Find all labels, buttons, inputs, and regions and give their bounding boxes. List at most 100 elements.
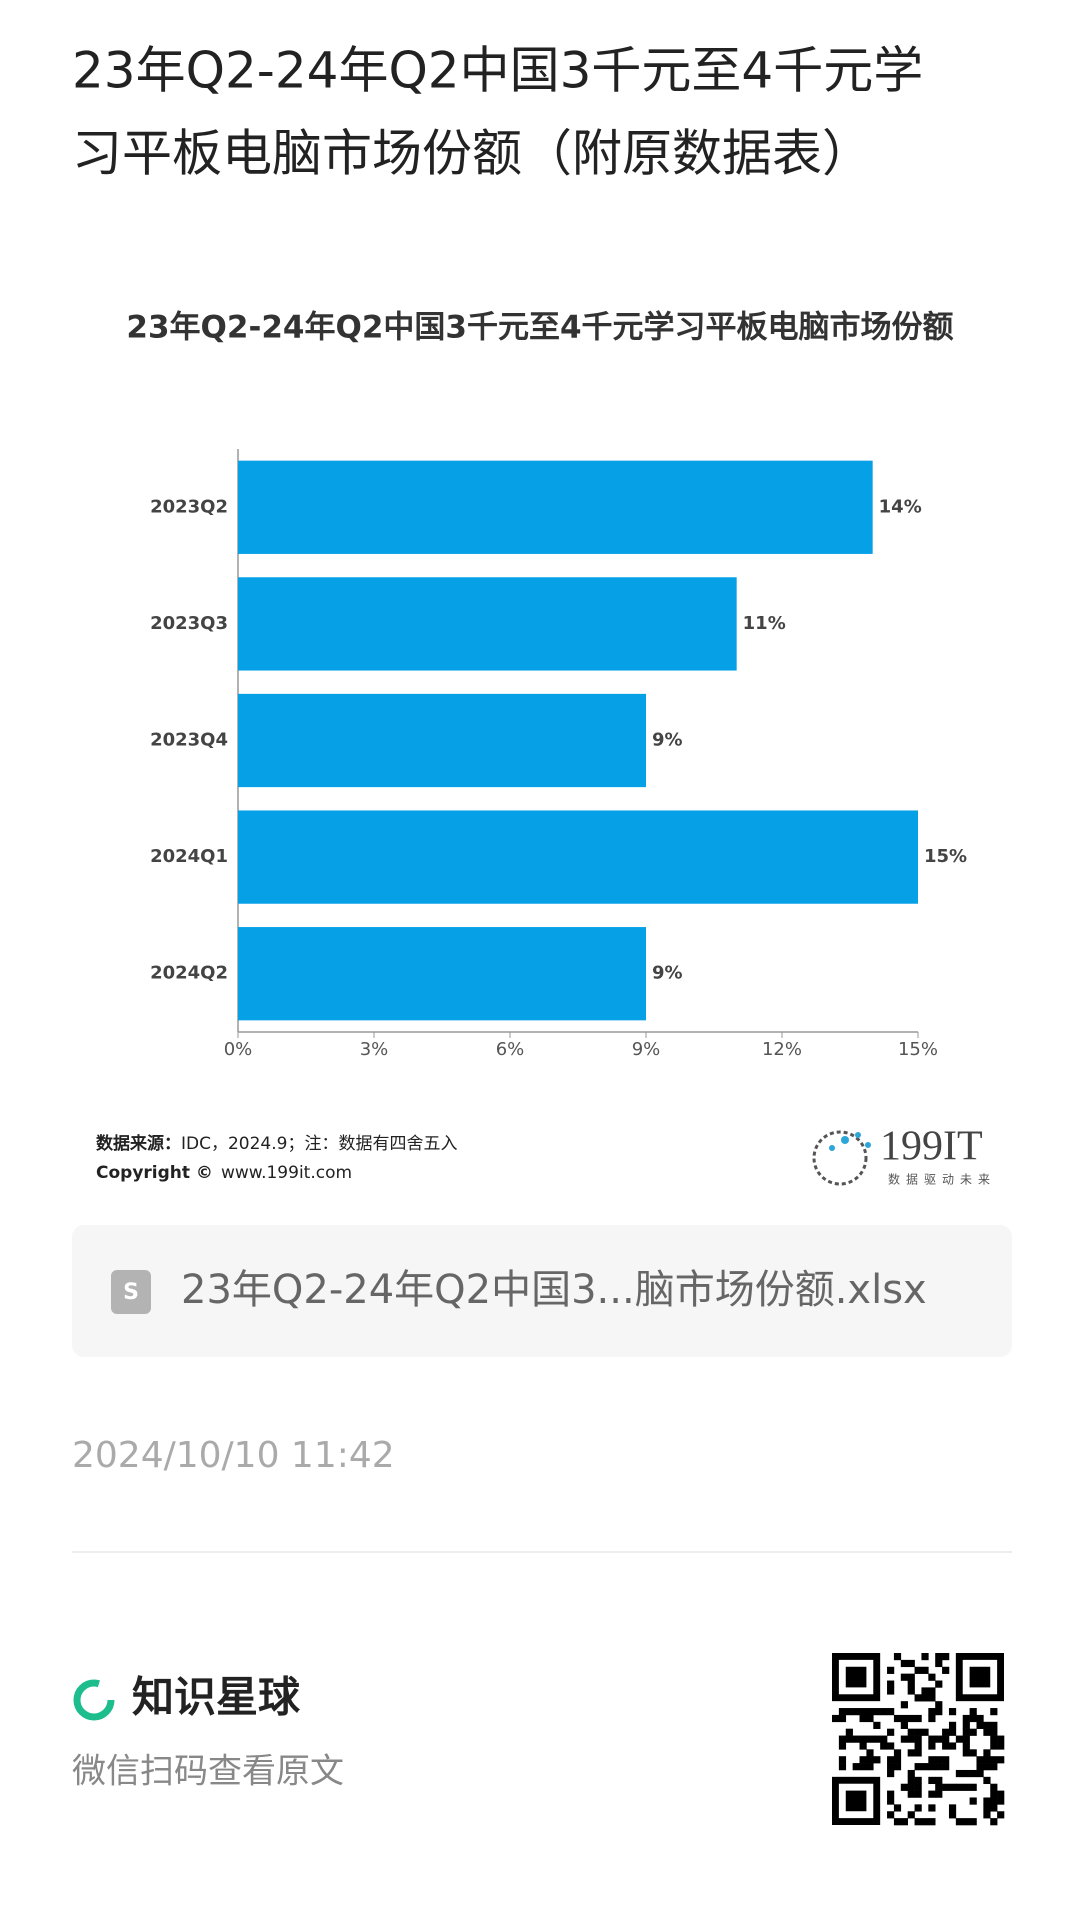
qr-module: [866, 1735, 874, 1743]
qr-module: [935, 1735, 943, 1743]
qr-module: [893, 1763, 902, 1771]
file-name[interactable]: 23年Q2-24年Q2中国3...脑市场份额.xlsx: [181, 1267, 927, 1313]
qr-module: [900, 1818, 908, 1826]
qr-module: [914, 1790, 922, 1798]
qr-module: [914, 1776, 922, 1785]
qr-module: [990, 1742, 998, 1750]
qr-module: [928, 1804, 936, 1812]
qr-module: [962, 1769, 970, 1778]
qr-module: [921, 1818, 929, 1826]
qr-module: [935, 1776, 943, 1785]
qr-module: [880, 1742, 888, 1750]
qr-module: [893, 1653, 902, 1661]
qr-module: [887, 1728, 895, 1736]
file-card[interactable]: [72, 1225, 1012, 1357]
qr-module: [866, 1714, 874, 1723]
qr-module: [990, 1783, 998, 1791]
qr-module: [997, 1742, 1005, 1750]
qr-module: [942, 1742, 950, 1750]
qr-module: [983, 1804, 991, 1812]
brand: 知识星球: [132, 1673, 301, 1722]
logo-mark: [812, 1130, 871, 1186]
qr-module: [928, 1818, 936, 1826]
qr-finder: [969, 1666, 991, 1688]
qr-module: [928, 1694, 936, 1702]
qr-module: [928, 1763, 936, 1771]
qr-module: [942, 1653, 950, 1661]
qr-module: [900, 1701, 908, 1709]
qr-module: [921, 1763, 929, 1771]
qr-module: [887, 1708, 895, 1716]
qr-module: [928, 1673, 936, 1681]
qr-module: [935, 1708, 943, 1716]
qr-module: [948, 1804, 957, 1812]
qr-module: [893, 1749, 902, 1757]
qr-module: [900, 1783, 908, 1791]
qr-module: [866, 1708, 874, 1716]
qr-module: [873, 1721, 881, 1729]
qr-module: [969, 1769, 977, 1778]
value-label: 11%: [743, 613, 786, 634]
qr-module: [983, 1728, 991, 1736]
qr-module: [900, 1721, 908, 1729]
qr-module: [845, 1728, 853, 1736]
qr-module: [845, 1708, 853, 1716]
qr-module: [914, 1783, 922, 1791]
y-tick-label: 2023Q3: [150, 613, 228, 634]
qr-finder: [845, 1790, 867, 1812]
qr-module: [928, 1735, 936, 1743]
qr-module: [942, 1783, 950, 1791]
qr-module: [955, 1783, 964, 1791]
qr-module: [983, 1721, 991, 1729]
qr-module: [942, 1756, 950, 1764]
qr-module: [900, 1714, 908, 1723]
qr-module: [914, 1735, 922, 1743]
qr-module: [935, 1680, 943, 1688]
qr-module: [990, 1797, 998, 1805]
qr-module: [907, 1714, 915, 1723]
qr-module: [838, 1714, 847, 1723]
qr-module: [907, 1811, 915, 1819]
chart-title: 23年Q2-24年Q2中国3千元至4千元学习平板电脑市场份额: [126, 310, 953, 346]
date: 2024/10/10 11:42: [72, 1435, 395, 1476]
qr-module: [976, 1763, 984, 1771]
source-text: IDC，2024.9；注：数据有四舍五入: [181, 1134, 457, 1154]
qr-module: [969, 1797, 977, 1805]
qr-module: [955, 1769, 964, 1778]
logo-name: 199IT: [880, 1124, 983, 1170]
copyright-label: Copyright ©: [96, 1163, 213, 1183]
qr-module: [900, 1673, 908, 1681]
value-label: 15%: [924, 846, 967, 867]
qr-module: [997, 1797, 1005, 1805]
value-label: 14%: [879, 496, 922, 517]
qr-module: [921, 1728, 929, 1736]
qr-module: [962, 1728, 970, 1736]
file-icon: [111, 1270, 151, 1314]
bar: [238, 810, 918, 904]
copyright-url: www.199it.com: [221, 1163, 352, 1183]
qr-module: [914, 1763, 922, 1771]
qr-module: [990, 1721, 998, 1729]
qr-module: [983, 1811, 991, 1819]
qr-module: [990, 1818, 998, 1826]
qr-module: [976, 1714, 984, 1723]
qr-module: [969, 1714, 977, 1723]
qr-module: [866, 1749, 874, 1757]
qr-module: [866, 1763, 874, 1771]
qr-module: [962, 1742, 970, 1750]
qr-module: [859, 1735, 867, 1743]
page-title-1: 23年Q2-24年Q2中国3千元至4千元学: [72, 42, 923, 100]
qr-module: [962, 1714, 970, 1723]
qr-module: [942, 1666, 950, 1674]
qr-module: [928, 1776, 936, 1785]
qr-module: [893, 1804, 902, 1812]
qr-module: [935, 1701, 943, 1709]
qr-module: [887, 1666, 895, 1674]
qr-module: [935, 1659, 943, 1668]
qr-module: [880, 1735, 888, 1743]
qr-module: [914, 1714, 922, 1723]
qr-module: [887, 1769, 895, 1778]
qr-module: [887, 1763, 895, 1771]
qr-module: [887, 1797, 895, 1805]
